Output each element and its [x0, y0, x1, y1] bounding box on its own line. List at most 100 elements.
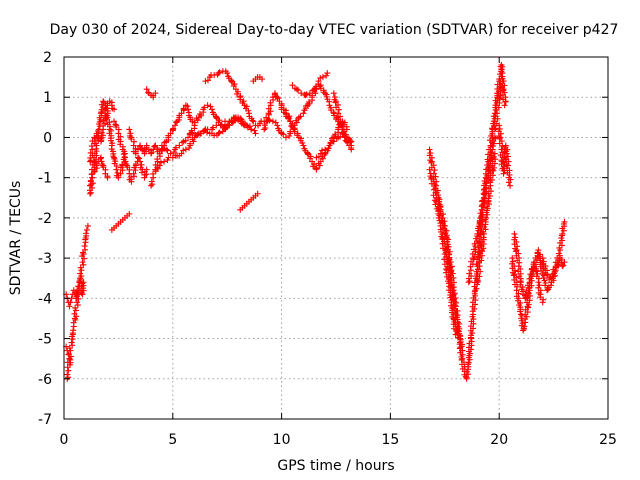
data-point: [438, 233, 445, 240]
data-point: [228, 78, 235, 85]
data-point: [430, 192, 437, 199]
data-point: [120, 151, 127, 158]
data-point: [280, 131, 287, 138]
data-point: [230, 82, 237, 89]
data-point: [245, 107, 252, 114]
data-point: [474, 230, 481, 237]
data-point: [127, 176, 134, 183]
data-point: [239, 118, 246, 125]
data-point: [288, 123, 295, 130]
data-point: [87, 178, 94, 185]
data-point: [98, 129, 105, 136]
data-point: [459, 355, 466, 362]
data-point: [215, 119, 222, 126]
y-tick-label: -2: [38, 211, 52, 227]
data-point: [337, 133, 344, 140]
data-point: [431, 167, 438, 174]
data-point: [225, 121, 232, 128]
data-point: [474, 238, 481, 245]
data-point: [426, 146, 433, 153]
x-tick-label: 5: [168, 432, 177, 448]
y-tick-label: 2: [43, 50, 52, 66]
data-point: [237, 115, 244, 122]
data-point: [465, 359, 472, 366]
data-point: [148, 178, 155, 185]
data-point: [136, 155, 143, 162]
data-point: [306, 155, 313, 162]
data-point: [84, 222, 91, 229]
data-point: [163, 146, 170, 153]
data-point: [180, 147, 187, 154]
data-point: [319, 147, 326, 154]
data-point: [502, 98, 509, 105]
data-point: [148, 182, 155, 189]
data-point: [150, 170, 157, 177]
data-point: [217, 122, 224, 129]
x-tick-label: 15: [381, 432, 399, 448]
data-point: [148, 149, 155, 156]
data-point: [179, 139, 186, 146]
data-point: [466, 270, 473, 277]
y-tick-label: -7: [38, 412, 52, 428]
data-point: [505, 179, 512, 186]
data-point: [319, 74, 326, 81]
data-point: [161, 158, 168, 165]
data-point: [74, 299, 81, 306]
data-point: [504, 162, 511, 169]
data-point: [185, 134, 192, 141]
data-point: [511, 230, 518, 237]
grid-layer: [64, 57, 608, 419]
data-point: [126, 126, 133, 133]
data-point: [441, 222, 448, 229]
data-point: [89, 170, 96, 177]
x-axis-label: GPS time / hours: [277, 458, 394, 474]
data-point: [272, 119, 279, 126]
data-point: [300, 142, 307, 149]
data-point: [513, 247, 520, 254]
data-point: [261, 122, 268, 129]
data-point: [521, 323, 528, 330]
data-point: [299, 139, 306, 146]
data-point: [71, 310, 78, 317]
data-point: [544, 272, 551, 279]
data-point: [304, 150, 311, 157]
data-point: [548, 275, 555, 282]
data-point: [210, 124, 217, 131]
data-point: [215, 130, 222, 137]
data-point: [201, 104, 208, 111]
data-point: [291, 128, 298, 135]
data-point: [248, 126, 255, 133]
tick-layer: 0 5 10 15 20 25 -7 -6 -5 -4 -3 -2 -1 0 1 2: [38, 50, 617, 448]
data-point: [182, 137, 189, 144]
data-point: [539, 255, 546, 262]
data-point: [178, 150, 185, 157]
data-point: [83, 226, 90, 233]
data-point: [167, 150, 174, 157]
data-point: [70, 327, 77, 334]
data-point: [68, 339, 75, 346]
data-point: [72, 295, 79, 302]
data-point: [208, 106, 215, 113]
data-point: [226, 122, 233, 129]
data-point: [121, 154, 128, 161]
data-point: [117, 170, 124, 177]
data-point: [79, 291, 86, 298]
data-point: [501, 102, 508, 109]
data-point: [266, 117, 273, 124]
data-point: [559, 230, 566, 237]
data-point: [265, 116, 272, 123]
data-point: [559, 263, 566, 270]
data-point: [488, 149, 495, 156]
data-point: [470, 256, 477, 263]
data-point: [74, 302, 81, 309]
data-point: [485, 185, 492, 192]
data-point: [340, 131, 347, 138]
data-point: [198, 130, 205, 137]
data-point: [344, 139, 351, 146]
data-point: [113, 166, 120, 173]
data-point: [137, 158, 144, 165]
data-point: [82, 230, 89, 237]
data-point: [103, 115, 110, 122]
data-point: [335, 106, 342, 113]
data-point: [171, 122, 178, 129]
